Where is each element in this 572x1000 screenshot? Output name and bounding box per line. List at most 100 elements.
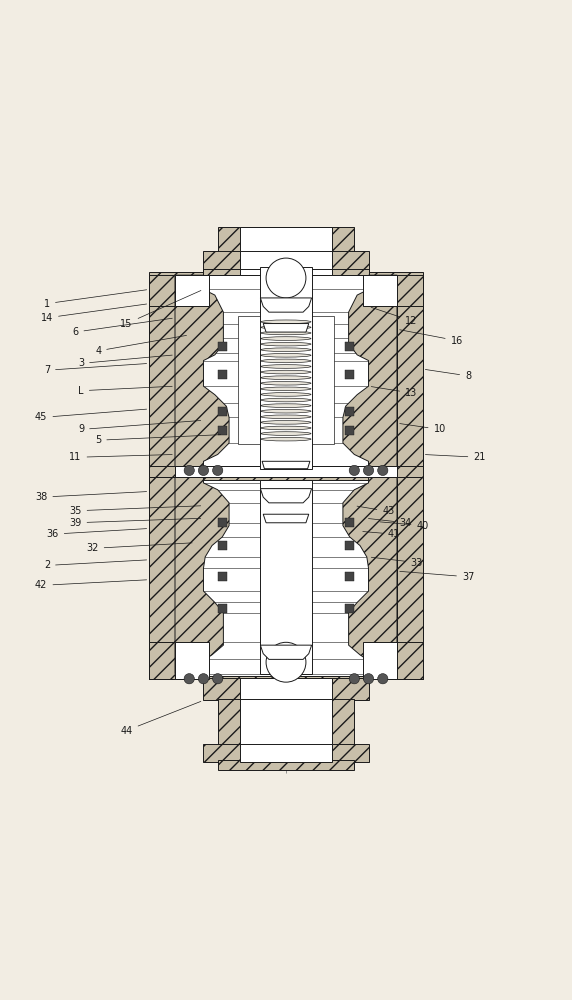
Ellipse shape <box>261 387 311 391</box>
Ellipse shape <box>261 415 311 419</box>
Ellipse shape <box>261 376 311 379</box>
Ellipse shape <box>261 393 311 396</box>
Ellipse shape <box>261 320 311 324</box>
Bar <box>175 466 397 477</box>
Circle shape <box>349 465 359 476</box>
Circle shape <box>363 674 374 684</box>
Text: 37: 37 <box>400 571 474 582</box>
Bar <box>149 272 423 474</box>
Text: 33: 33 <box>371 557 423 568</box>
Ellipse shape <box>261 348 311 352</box>
Circle shape <box>198 674 209 684</box>
Text: 7: 7 <box>44 364 146 375</box>
Bar <box>366 642 423 679</box>
Bar <box>175 642 209 679</box>
Bar <box>345 604 354 613</box>
Polygon shape <box>175 477 229 674</box>
Bar <box>218 342 227 351</box>
Bar <box>366 275 423 306</box>
Text: 10: 10 <box>400 424 446 434</box>
Text: 15: 15 <box>121 291 201 329</box>
Ellipse shape <box>261 432 311 435</box>
Text: L: L <box>78 386 172 396</box>
Polygon shape <box>263 514 309 523</box>
Circle shape <box>378 465 388 476</box>
Bar <box>218 604 227 613</box>
Text: 14: 14 <box>41 304 146 323</box>
Bar <box>149 275 206 306</box>
Bar <box>345 370 354 379</box>
Text: 41: 41 <box>363 529 400 539</box>
Circle shape <box>184 465 194 476</box>
Ellipse shape <box>261 337 311 340</box>
Ellipse shape <box>261 437 311 441</box>
Bar <box>240 744 332 762</box>
Ellipse shape <box>261 370 311 374</box>
Bar <box>345 426 354 435</box>
Ellipse shape <box>261 409 311 413</box>
Polygon shape <box>260 298 312 312</box>
Bar <box>218 370 227 379</box>
Text: 39: 39 <box>69 518 201 528</box>
Bar <box>240 251 332 272</box>
Bar <box>149 477 423 679</box>
Text: 8: 8 <box>426 369 471 381</box>
Bar <box>237 316 335 444</box>
Bar <box>175 275 397 472</box>
Bar <box>218 760 354 770</box>
Text: 35: 35 <box>69 506 201 516</box>
Ellipse shape <box>261 426 311 430</box>
Text: 34: 34 <box>368 518 412 528</box>
Circle shape <box>213 674 223 684</box>
Bar <box>345 342 354 351</box>
Circle shape <box>266 642 306 682</box>
Circle shape <box>184 674 194 684</box>
Bar <box>218 699 354 746</box>
Bar <box>218 426 227 435</box>
Text: 2: 2 <box>44 560 146 570</box>
Text: 6: 6 <box>72 318 172 337</box>
Text: 16: 16 <box>400 330 463 346</box>
Polygon shape <box>260 489 312 503</box>
Ellipse shape <box>261 353 311 357</box>
Bar <box>149 642 206 679</box>
Circle shape <box>349 674 359 684</box>
Bar <box>204 251 368 272</box>
Bar <box>175 480 397 676</box>
Ellipse shape <box>261 421 311 424</box>
Bar <box>204 269 368 275</box>
Circle shape <box>363 465 374 476</box>
Text: 13: 13 <box>371 387 418 398</box>
Circle shape <box>266 258 306 298</box>
Text: 12: 12 <box>371 307 418 326</box>
Bar <box>204 744 368 762</box>
Bar <box>345 572 354 581</box>
Text: 4: 4 <box>95 335 186 356</box>
Text: 38: 38 <box>35 492 146 502</box>
Bar <box>240 269 332 275</box>
Polygon shape <box>343 477 397 674</box>
Bar <box>218 572 227 581</box>
Text: 43: 43 <box>357 506 395 516</box>
Polygon shape <box>343 275 397 469</box>
Ellipse shape <box>261 342 311 346</box>
Bar <box>260 480 312 674</box>
Bar <box>363 642 397 679</box>
Ellipse shape <box>261 359 311 363</box>
Circle shape <box>213 465 223 476</box>
Text: 45: 45 <box>35 409 146 422</box>
Text: 5: 5 <box>95 435 221 445</box>
Bar <box>345 541 354 550</box>
Text: 21: 21 <box>426 452 486 462</box>
Text: 40: 40 <box>380 521 429 531</box>
Circle shape <box>378 674 388 684</box>
Bar <box>240 678 332 700</box>
Polygon shape <box>263 324 309 332</box>
Bar <box>218 518 227 527</box>
Ellipse shape <box>261 381 311 385</box>
Text: 44: 44 <box>121 701 201 736</box>
Polygon shape <box>175 275 229 469</box>
Ellipse shape <box>261 326 311 329</box>
Bar <box>345 518 354 527</box>
Polygon shape <box>260 645 312 659</box>
